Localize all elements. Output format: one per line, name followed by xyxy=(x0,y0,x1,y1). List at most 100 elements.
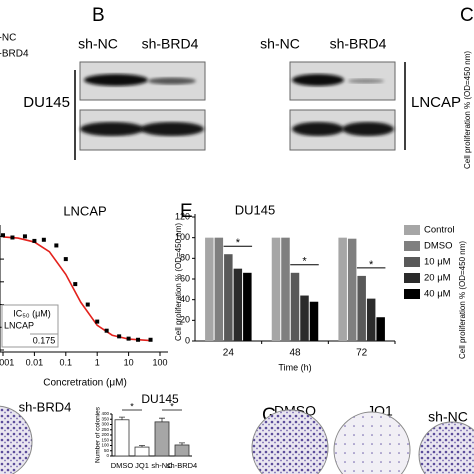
bar xyxy=(281,237,290,341)
significance-mark: * xyxy=(302,256,307,268)
error-bar xyxy=(139,445,145,448)
data-point xyxy=(41,237,46,242)
inset-title: IC₅₀ (μM) xyxy=(13,308,51,318)
error-bar xyxy=(159,417,165,422)
inset-box xyxy=(1,304,59,348)
dish xyxy=(333,411,411,474)
data-point xyxy=(148,337,153,342)
data-point xyxy=(10,235,15,240)
legend-text: 20 μM xyxy=(424,273,451,284)
significance-mark: * xyxy=(236,237,241,249)
legend-text: sh-BRD4 xyxy=(0,49,29,60)
x-tick-label: 1 xyxy=(95,357,100,367)
data-point xyxy=(104,328,109,333)
band xyxy=(84,74,148,86)
legend-swatch xyxy=(404,225,420,235)
data-point xyxy=(95,319,100,324)
bar xyxy=(214,237,224,341)
chart-title: LNCAP xyxy=(63,203,106,218)
dish xyxy=(418,421,474,474)
band xyxy=(292,122,344,136)
legend-text: Control xyxy=(424,225,455,236)
y-tick-label: 40 xyxy=(180,294,190,304)
legend-swatch xyxy=(404,257,420,267)
lane-label: sh-NC xyxy=(260,36,300,52)
cell-label: LNCAP xyxy=(411,94,461,111)
data-point xyxy=(22,234,27,239)
y-tick-label: 80 xyxy=(180,253,190,263)
bar xyxy=(376,317,385,341)
legend-text: sh-NC xyxy=(0,33,16,44)
data-point xyxy=(126,336,131,341)
panel-label: C xyxy=(460,5,474,26)
data-point xyxy=(32,238,37,243)
panel-label: B xyxy=(92,5,105,26)
axis-title: Time (h) xyxy=(278,362,311,372)
x-tick-label: 0.01 xyxy=(26,357,44,367)
bar xyxy=(357,275,366,341)
band xyxy=(148,77,196,85)
lane-label: sh-BRD4 xyxy=(142,36,199,52)
y-tick-label: 100 xyxy=(101,443,109,448)
axis-title: Concretration (μM) xyxy=(43,378,127,389)
legend-text: 10 μM xyxy=(424,257,451,268)
legend-swatch xyxy=(404,289,420,299)
dish xyxy=(0,405,33,474)
x-tick-label: JQ1 xyxy=(135,461,149,470)
lane-label: sh-BRD4 xyxy=(330,36,387,52)
data-point xyxy=(117,334,122,339)
bar xyxy=(271,237,281,341)
y-tick-label: 200 xyxy=(101,432,109,437)
x-tick-label: sh-BRD4 xyxy=(167,461,197,470)
x-tick-label: 0.1 xyxy=(60,357,73,367)
y-tick-label: 60 xyxy=(180,273,190,283)
y-tick-label: 0 xyxy=(185,335,190,345)
bar xyxy=(300,295,309,341)
significance-mark: * xyxy=(369,259,374,271)
band xyxy=(292,74,344,86)
y-tick-label: 100 xyxy=(175,232,190,242)
significance-mark: * xyxy=(170,401,174,411)
inset-text: LNCAP xyxy=(4,320,34,330)
band xyxy=(80,122,144,136)
axis-title: Cell proliferation % (OD=450 nm) xyxy=(174,223,183,341)
data-point xyxy=(73,282,78,287)
axis-title: Cell proliferation % (OD=450 nm) xyxy=(463,51,472,169)
data-point xyxy=(85,302,90,307)
y-tick-label: 120 xyxy=(175,211,190,221)
bar xyxy=(114,419,130,457)
y-tick-label: 50 xyxy=(104,448,110,453)
axis-title: Number of colonies xyxy=(95,406,102,463)
panel-label: E xyxy=(180,201,193,222)
bar xyxy=(224,254,233,341)
x-tick-label: 24 xyxy=(223,348,235,359)
bar xyxy=(243,272,252,341)
y-tick-label: 0 xyxy=(106,453,109,458)
error-bar xyxy=(179,442,185,445)
bar xyxy=(205,237,214,341)
bar xyxy=(134,446,150,457)
y-tick-label: 350 xyxy=(101,416,109,421)
x-tick-label: sh-NC xyxy=(151,461,173,470)
x-tick-label: 10 xyxy=(124,357,134,367)
band xyxy=(140,122,204,136)
y-tick-label: 300 xyxy=(101,422,109,427)
legend-text: 40 μM xyxy=(424,289,451,300)
bar xyxy=(174,444,190,457)
bar xyxy=(290,272,300,341)
x-tick-label: 0.001 xyxy=(0,357,14,367)
legend-swatch xyxy=(404,273,420,283)
bar xyxy=(233,268,243,341)
data-point xyxy=(1,233,5,238)
x-tick-label: DMSO xyxy=(111,461,134,470)
dish-label: sh-BRD4 xyxy=(19,399,72,414)
cell-label: DU145 xyxy=(23,94,70,111)
bar xyxy=(154,421,170,457)
y-tick-label: 20 xyxy=(180,315,190,325)
band xyxy=(342,122,394,136)
x-tick-label: 100 xyxy=(152,357,167,367)
chart-title: DU145 xyxy=(235,202,275,217)
bar xyxy=(366,298,376,341)
